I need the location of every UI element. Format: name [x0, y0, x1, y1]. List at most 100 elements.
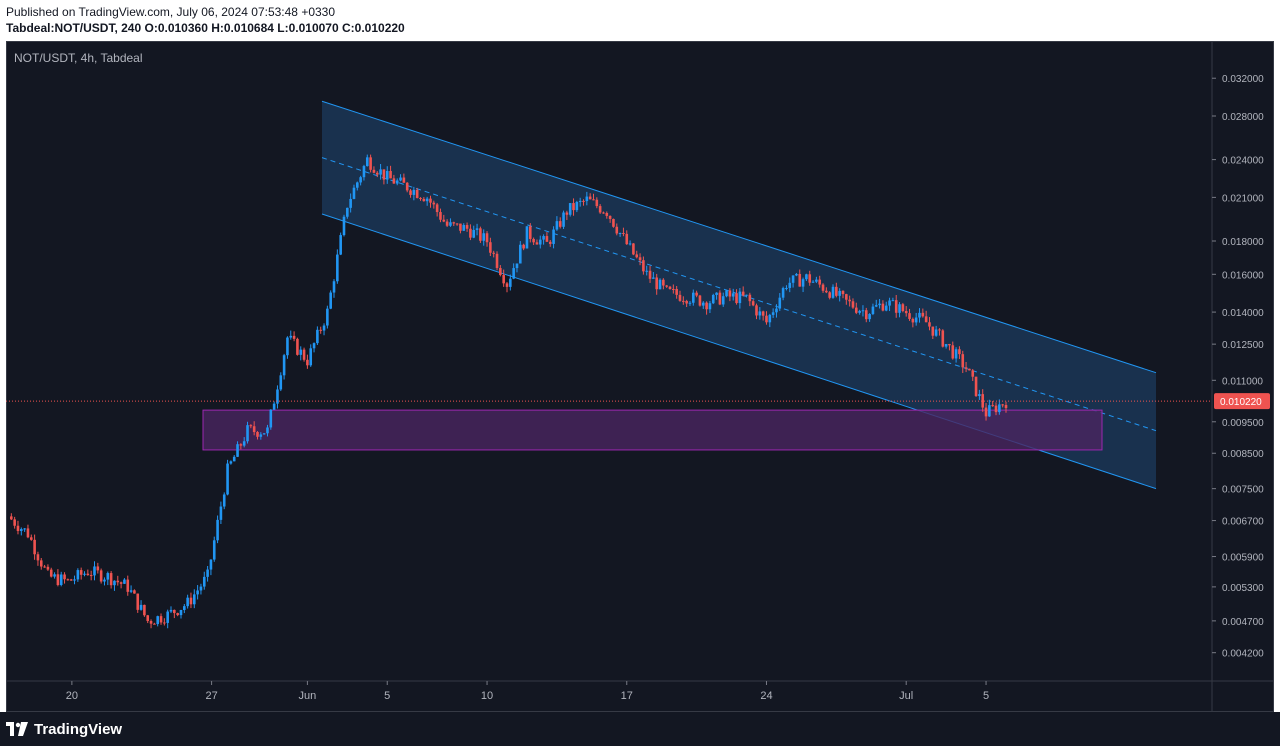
candle-body: [359, 177, 362, 183]
candle-body: [236, 444, 239, 457]
candle-body: [186, 597, 189, 607]
candle-body: [495, 253, 499, 268]
candle-body: [1001, 404, 1004, 406]
candle-body: [226, 463, 229, 495]
candle-body: [572, 203, 575, 211]
candle-body: [582, 200, 585, 202]
candle-body: [129, 590, 133, 592]
channel-median-line[interactable]: [321, 157, 1157, 432]
demand-zone[interactable]: [202, 409, 1103, 451]
candle-body: [568, 203, 572, 215]
candle-body: [262, 433, 266, 435]
candle-body: [482, 233, 486, 241]
candle-body: [578, 200, 582, 202]
candle-body: [632, 243, 635, 255]
candle-body: [558, 221, 562, 227]
candle-body: [841, 290, 845, 295]
candle-body: [492, 252, 495, 254]
candle-body: [36, 554, 40, 561]
candle-body: [881, 303, 885, 311]
candle-body: [914, 317, 918, 323]
candle-body: [788, 282, 792, 288]
candle-body: [868, 313, 871, 320]
candle-body: [741, 291, 745, 296]
candle-body: [934, 329, 938, 336]
candle-body: [775, 308, 778, 313]
candle-body: [721, 296, 725, 305]
candle-body: [405, 182, 409, 191]
time-tick-label: Jun: [299, 690, 317, 702]
candle-body: [682, 300, 685, 302]
candle-body: [332, 281, 336, 293]
candle-body: [628, 243, 632, 245]
price-tick-label: 0.012500: [1222, 340, 1264, 351]
candle-body: [545, 236, 549, 242]
candle-body: [718, 292, 722, 305]
candle-body: [306, 359, 309, 366]
candle-body: [86, 573, 90, 576]
candle-body: [535, 242, 539, 245]
price-tick-label: 0.004700: [1222, 617, 1264, 628]
candle-body: [884, 305, 888, 311]
candle-body: [166, 611, 169, 623]
candle-body: [219, 506, 223, 520]
candle-body: [562, 212, 565, 227]
candle-body: [372, 169, 376, 173]
candle-body: [382, 169, 386, 180]
candle-body: [552, 229, 555, 244]
candle-body: [252, 426, 256, 433]
candle-body: [691, 292, 695, 303]
brand-text: TradingView: [34, 720, 123, 738]
candle-body: [971, 370, 975, 377]
candle-body: [173, 609, 176, 614]
candle-body: [928, 322, 931, 327]
chart-title: NOT/USDT, 4h, Tabdeal: [14, 51, 143, 65]
candle-body: [46, 566, 50, 570]
chart-pane[interactable]: 0.032000 0.028000 0.024000 0.021000 0.018000…: [6, 41, 1274, 712]
candle-body: [472, 229, 476, 238]
price-tick-label: 0.021000: [1222, 193, 1264, 204]
price-tick-label: 0.018000: [1222, 237, 1264, 248]
candle-body: [462, 225, 466, 231]
candle-body: [276, 389, 279, 404]
candle-body: [412, 189, 416, 195]
chart-canvas[interactable]: 0.032000 0.028000 0.024000 0.021000 0.018000…: [6, 41, 1274, 712]
candle-body: [449, 222, 452, 226]
candle-body: [119, 582, 123, 584]
candle-body: [10, 516, 13, 520]
candle-body: [888, 300, 891, 306]
candle-body: [898, 304, 901, 313]
time-tick-label: 5: [983, 690, 989, 702]
candle-body: [815, 279, 818, 282]
price-tick-label: 0.004200: [1222, 649, 1264, 660]
candle-body: [685, 300, 688, 304]
tradingview-brand[interactable]: TradingView: [6, 720, 122, 738]
candle-body: [672, 288, 675, 290]
candle-body: [588, 196, 592, 200]
candle-body: [123, 579, 126, 584]
candle-body: [76, 570, 80, 580]
candle-body: [655, 277, 658, 290]
candle-body: [708, 303, 712, 310]
candle-body: [362, 166, 366, 178]
candle-body: [232, 456, 236, 462]
candle-body: [63, 574, 66, 580]
candle-body: [242, 441, 246, 446]
price-tick-label: 0.005300: [1222, 583, 1264, 594]
candle-body: [442, 219, 446, 222]
candle-body: [389, 170, 392, 179]
candle-body: [781, 288, 785, 298]
candle-body: [981, 394, 985, 408]
candle-body: [149, 621, 153, 624]
candle-body: [608, 215, 612, 219]
channel-upper-line[interactable]: [321, 100, 1157, 374]
candle-body: [199, 586, 203, 591]
candle-body: [455, 223, 459, 225]
candle-body: [139, 604, 143, 610]
candle-body: [13, 519, 16, 526]
candle-body: [528, 226, 532, 239]
candle-body: [402, 177, 406, 183]
candle-body: [116, 580, 120, 583]
candle-body: [475, 228, 479, 230]
candle-body: [911, 318, 915, 323]
